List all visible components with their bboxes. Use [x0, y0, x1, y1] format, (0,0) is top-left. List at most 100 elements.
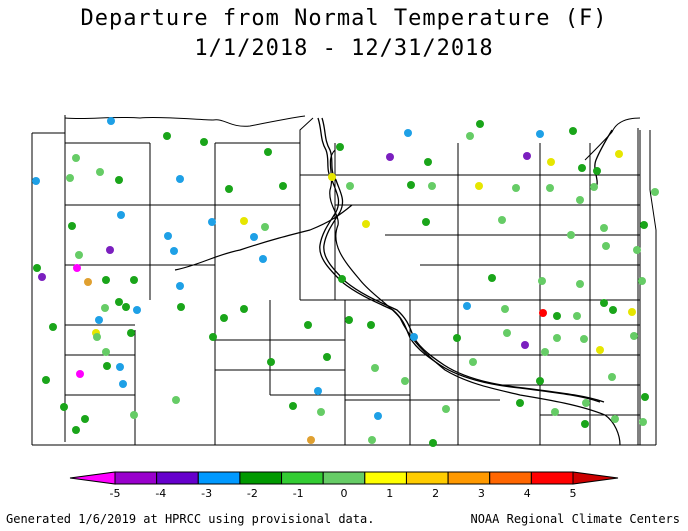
legend-swatch — [447, 471, 491, 485]
station-dot — [122, 303, 130, 311]
station-dot — [117, 211, 125, 219]
station-dot — [240, 305, 248, 313]
station-dot — [651, 188, 659, 196]
station-dot — [267, 358, 275, 366]
legend-tick-label: 5 — [570, 487, 577, 500]
station-dot — [553, 312, 561, 320]
station-dot — [177, 303, 185, 311]
station-dot — [101, 304, 109, 312]
station-dot — [336, 143, 344, 151]
station-dot — [102, 276, 110, 284]
station-dot — [463, 302, 471, 310]
station-dot — [593, 167, 601, 175]
legend-tick-label: 0 — [341, 487, 348, 500]
station-dot — [220, 314, 228, 322]
station-dot — [576, 280, 584, 288]
station-dot — [596, 346, 604, 354]
station-dot — [240, 217, 248, 225]
station-dot — [209, 333, 217, 341]
legend-tick-label: -4 — [155, 487, 166, 500]
station-dot — [590, 183, 598, 191]
station-dot — [225, 185, 233, 193]
map-date-range: 1/1/2018 - 12/31/2018 — [194, 36, 494, 61]
station-dot — [200, 138, 208, 146]
station-dot — [374, 412, 382, 420]
station-dot — [106, 246, 114, 254]
station-dot — [569, 127, 577, 135]
legend-swatch — [239, 471, 283, 485]
station-dot — [314, 387, 322, 395]
legend-swatch — [489, 471, 532, 485]
station-dot — [261, 223, 269, 231]
station-dot — [130, 411, 138, 419]
station-dot — [609, 306, 617, 314]
legend-arrow-high — [572, 471, 619, 485]
station-dot — [73, 264, 81, 272]
station-dot — [541, 348, 549, 356]
station-dot — [576, 196, 584, 204]
station-dot — [368, 436, 376, 444]
station-dot — [107, 117, 115, 125]
station-dot — [407, 181, 415, 189]
station-dot — [573, 312, 581, 320]
legend-tick-label: 3 — [478, 487, 485, 500]
station-dot — [289, 402, 297, 410]
station-dot — [38, 273, 46, 281]
station-dot — [641, 393, 649, 401]
station-dot — [33, 264, 41, 272]
station-dot — [611, 415, 619, 423]
station-dot — [580, 335, 588, 343]
station-dot — [307, 436, 315, 444]
station-dot — [96, 168, 104, 176]
station-dot — [536, 377, 544, 385]
station-dot — [640, 221, 648, 229]
station-dot — [615, 150, 623, 158]
legend-swatch — [156, 471, 199, 485]
station-dot — [639, 418, 647, 426]
station-dot — [72, 154, 80, 162]
legend-arrow-low — [69, 471, 116, 485]
legend-swatch — [405, 471, 449, 485]
station-dot — [172, 396, 180, 404]
station-dot — [176, 282, 184, 290]
station-dot — [60, 403, 68, 411]
county-boundaries — [31, 115, 657, 446]
legend-swatch — [322, 471, 366, 485]
station-dot — [119, 380, 127, 388]
station-dot — [49, 323, 57, 331]
station-dot — [338, 275, 346, 283]
station-dot — [567, 231, 575, 239]
station-dot — [95, 316, 103, 324]
station-dot — [328, 173, 336, 181]
station-dot — [547, 158, 555, 166]
legend-tick-label: -1 — [293, 487, 304, 500]
river-line — [317, 117, 613, 403]
station-dot — [404, 129, 412, 137]
station-markers — [32, 117, 659, 447]
station-dot — [170, 247, 178, 255]
station-dot — [317, 408, 325, 416]
station-dot — [582, 399, 590, 407]
station-dot — [250, 233, 258, 241]
station-dot — [102, 348, 110, 356]
station-dot — [503, 329, 511, 337]
station-dot — [628, 308, 636, 316]
station-dot — [469, 358, 477, 366]
station-dot — [546, 184, 554, 192]
station-dot — [163, 132, 171, 140]
legend-swatch — [364, 471, 407, 485]
station-dot — [475, 182, 483, 190]
station-dot — [76, 370, 84, 378]
station-dot — [600, 299, 608, 307]
station-dot — [476, 120, 484, 128]
station-dot — [42, 376, 50, 384]
station-dot — [130, 276, 138, 284]
station-dot — [116, 363, 124, 371]
station-dot — [578, 164, 586, 172]
station-dot — [600, 224, 608, 232]
station-dot — [536, 130, 544, 138]
legend-swatch — [281, 471, 324, 485]
color-scale-legend: -5 -4 -3 -2 -1 0 1 2 3 4 5 — [69, 471, 619, 500]
station-dot — [538, 277, 546, 285]
